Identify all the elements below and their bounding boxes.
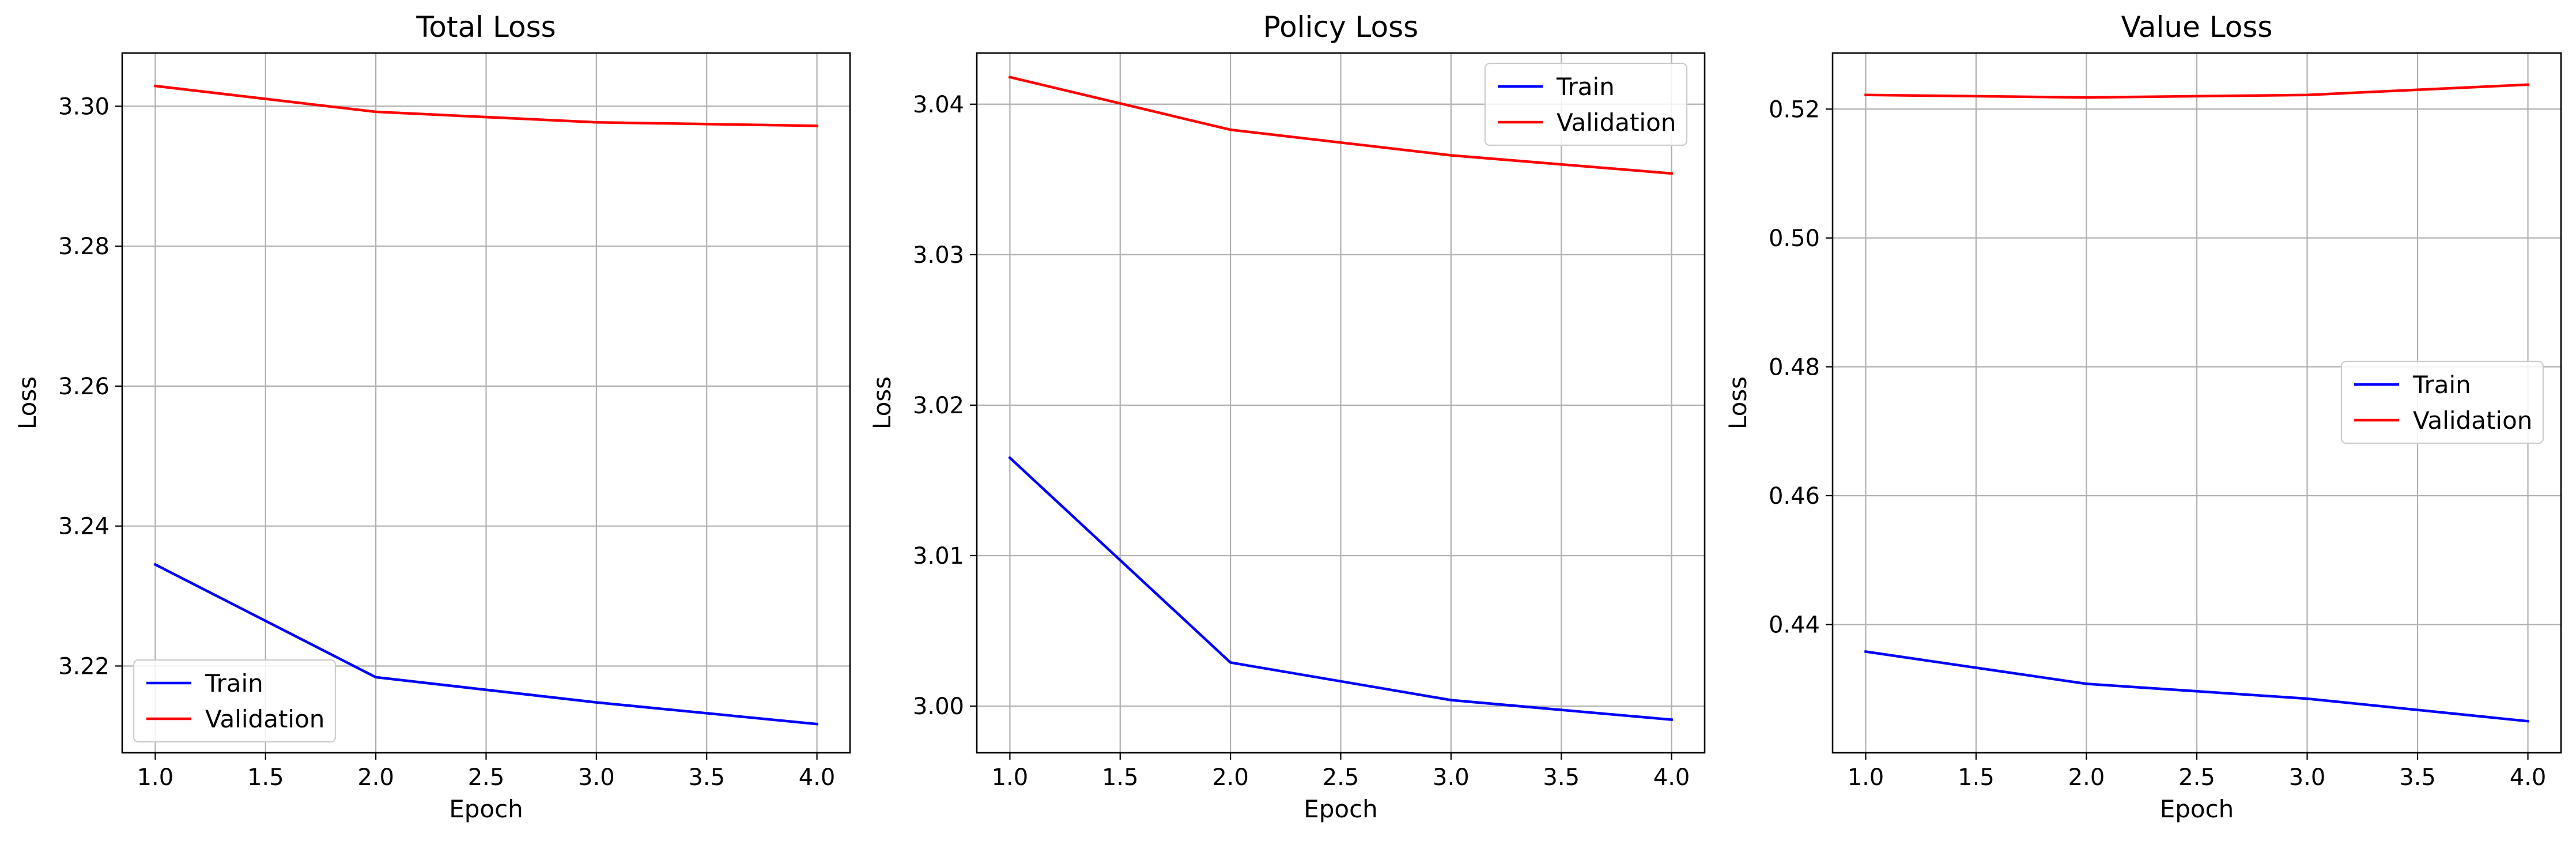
value-loss-ytick-label-0: 0.44: [1769, 612, 1820, 639]
value-loss-ytick-label-3: 0.50: [1769, 225, 1820, 252]
value-loss-legend-box: [2340, 360, 2544, 444]
value-loss-xtick-label-5: 3.5: [2399, 764, 2436, 791]
total-loss-series-train-line: [153, 563, 819, 726]
total-loss-ytick-label-1: 3.24: [58, 514, 109, 540]
policy-loss-xtick-label-1: 1.5: [1102, 764, 1139, 791]
total-loss-xtick-label-5: 3.5: [688, 764, 725, 791]
value-loss-xlabel: Epoch: [2160, 795, 2234, 823]
policy-loss-ytick-label-3: 3.03: [913, 242, 964, 269]
total-loss-xtick-label-1: 1.5: [247, 764, 284, 791]
policy-loss-series-validation-line: [1008, 76, 1674, 175]
policy-loss-xtick-label-0: 1.0: [992, 764, 1029, 791]
total-loss-legend-label-validation: Validation: [205, 705, 324, 733]
value-loss-xtick-label-2: 2.0: [2068, 764, 2105, 791]
policy-loss-legend-label-validation: Validation: [1557, 108, 1676, 137]
value-loss-title: Value Loss: [2121, 10, 2273, 44]
value-loss-legend: Train Validation: [2340, 360, 2544, 444]
total-loss-legend-box: [133, 659, 337, 743]
total-loss-legend: Train Validation: [133, 659, 337, 743]
total-loss-xlabel: Epoch: [449, 795, 523, 823]
policy-loss-legend-label-train: Train: [1556, 73, 1615, 101]
total-loss-chart: 1.0 1.5 2.0 2.5 3.0 3.5 4.0 3.22 3.24 3.26 3.28 3.3…: [13, 10, 851, 823]
policy-loss-ytick-label-0: 3.00: [913, 693, 964, 720]
value-loss-chart: 1.0 1.5 2.0 2.5 3.0 3.5 4.0 0.44 0.46 0.48 0.50 0.5…: [1724, 10, 2562, 823]
value-loss-ytick-label-1: 0.46: [1769, 483, 1820, 510]
total-loss-xtick-label-2: 2.0: [357, 764, 394, 791]
total-loss-ylabel: Loss: [13, 376, 41, 429]
total-loss-ytick-label-4: 3.30: [58, 93, 109, 120]
total-loss-ytick-label-2: 3.26: [58, 374, 109, 400]
policy-loss-ylabel: Loss: [868, 376, 896, 429]
total-loss-xtick-label-3: 2.5: [468, 764, 505, 791]
value-loss-ytick-label-2: 0.48: [1769, 354, 1820, 380]
policy-loss-xlabel: Epoch: [1304, 795, 1378, 823]
value-loss-series-train-line: [1864, 650, 2529, 723]
policy-loss-legend: Train Validation: [1484, 62, 1688, 146]
policy-loss-ytick-label-1: 3.01: [913, 543, 964, 569]
policy-loss-chart: 1.0 1.5 2.0 2.5 3.0 3.5 4.0 3.00 3.01 3.02 3.03 3.0…: [868, 10, 1706, 823]
policy-loss-xtick-label-2: 2.0: [1212, 764, 1249, 791]
value-loss-xtick-label-3: 2.5: [2178, 764, 2215, 791]
total-loss-ytick-label-0: 3.22: [58, 653, 109, 680]
total-loss-title: Total Loss: [416, 10, 556, 44]
value-loss-xtick-label-4: 3.0: [2289, 764, 2326, 791]
value-loss-ytick-label-4: 0.52: [1769, 96, 1820, 123]
value-loss-legend-label-validation: Validation: [2413, 406, 2532, 435]
policy-loss-series-train-line: [1008, 456, 1674, 722]
policy-loss-xtick-label-4: 3.0: [1433, 764, 1470, 791]
total-loss-series-validation-line: [153, 84, 818, 127]
policy-loss-ytick-label-4: 3.04: [913, 92, 964, 118]
value-loss-xtick-label-0: 1.0: [1848, 764, 1884, 791]
policy-loss-xtick-label-6: 4.0: [1653, 764, 1690, 791]
total-loss-legend-label-train: Train: [205, 669, 263, 697]
value-loss-xtick-label-6: 4.0: [2510, 764, 2547, 791]
policy-loss-xtick-label-3: 2.5: [1323, 764, 1359, 791]
total-loss-xtick-label-6: 4.0: [799, 764, 836, 791]
value-loss-ylabel: Loss: [1724, 376, 1752, 429]
policy-loss-ytick-label-2: 3.02: [913, 393, 964, 419]
value-loss-series-validation-line: [1864, 83, 2529, 99]
value-loss-legend-label-train: Train: [2412, 371, 2471, 399]
total-loss-ytick-label-3: 3.28: [58, 233, 109, 260]
policy-loss-legend-box: [1484, 62, 1688, 146]
value-loss-xtick-label-1: 1.5: [1958, 764, 1995, 791]
total-loss-xtick-label-0: 1.0: [137, 764, 174, 791]
policy-loss-title: Policy Loss: [1263, 10, 1418, 44]
total-loss-xtick-label-4: 3.0: [578, 764, 615, 791]
policy-loss-xtick-label-5: 3.5: [1543, 764, 1580, 791]
